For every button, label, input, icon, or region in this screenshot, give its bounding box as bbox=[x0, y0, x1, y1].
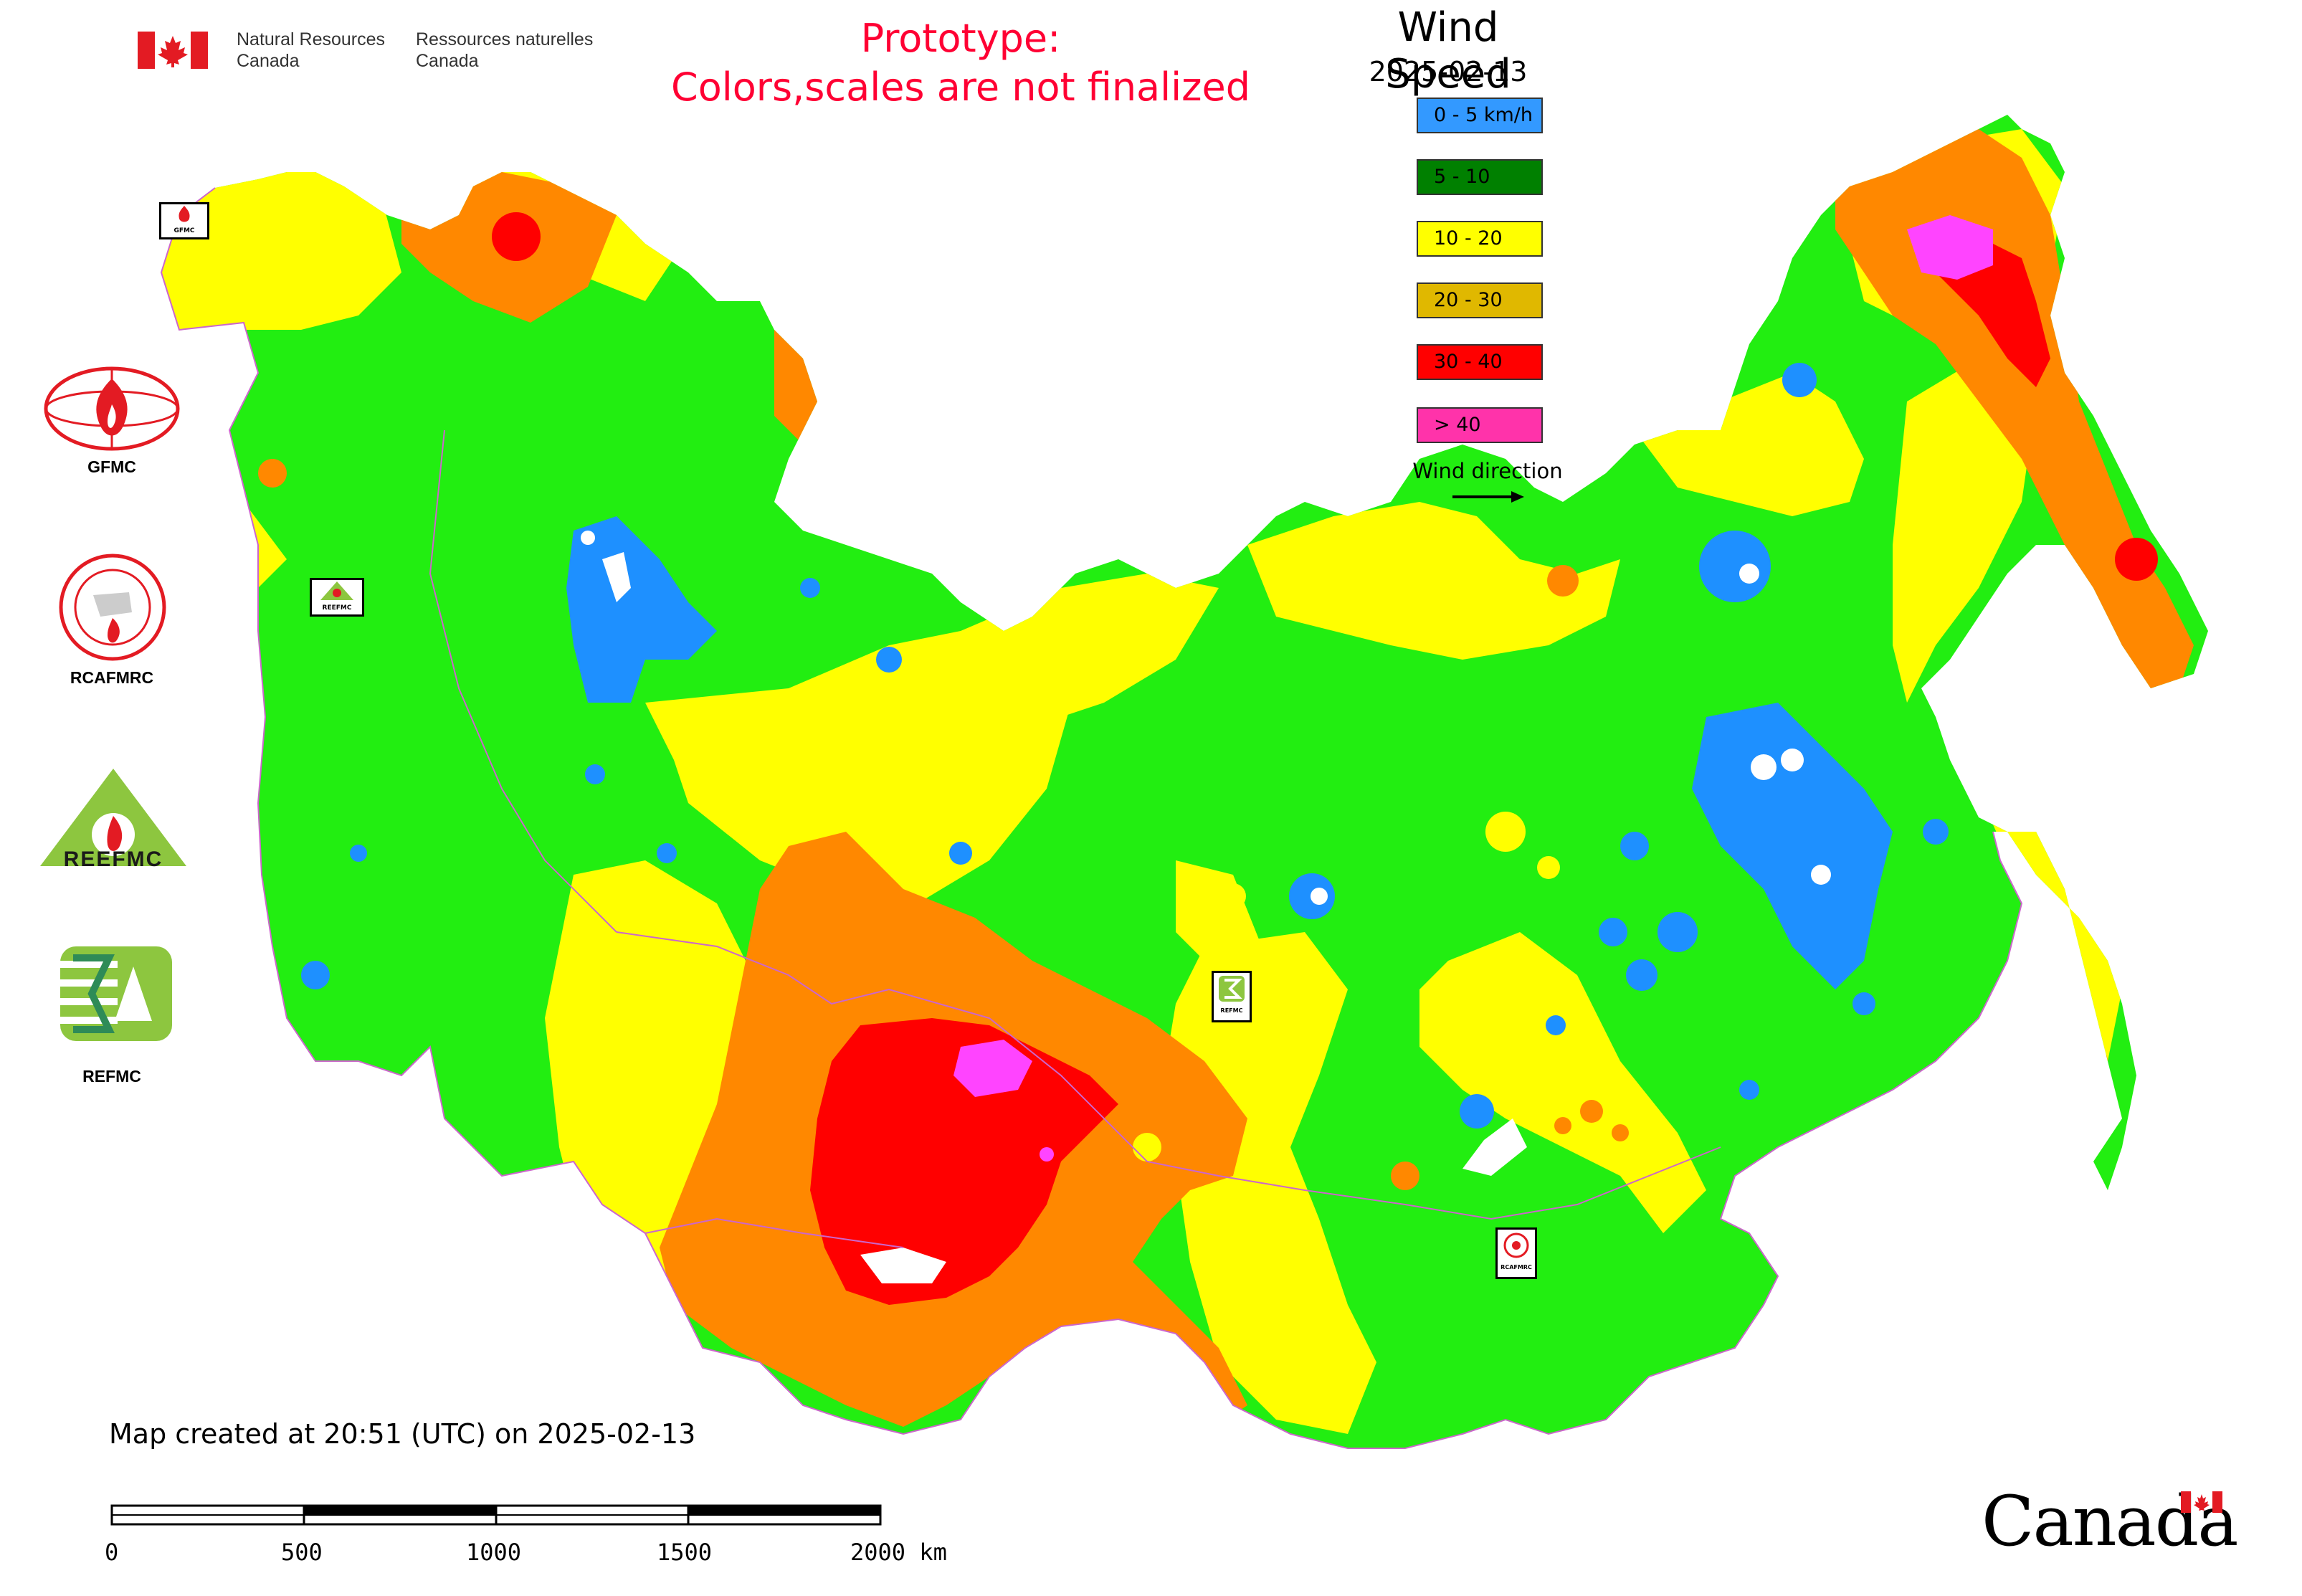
scale-tick-500: 500 bbox=[281, 1539, 323, 1566]
prototype-line1: Prototype: bbox=[860, 16, 1061, 61]
agency-name-fr: Ressources naturelles Canada bbox=[416, 29, 593, 72]
reefmc-logo-text: REEFMC bbox=[63, 847, 163, 871]
agency-en-line2: Canada bbox=[237, 51, 300, 71]
reefmc-logo-label: REEFMC bbox=[42, 847, 185, 872]
legend-swatch-extreme: > 40 bbox=[1417, 407, 1543, 443]
gfmc-marker-icon bbox=[179, 206, 190, 222]
wind-direction-arrow-icon bbox=[1452, 491, 1524, 503]
scale-bar bbox=[110, 1504, 882, 1526]
legend-label: 0 - 5 km/h bbox=[1434, 104, 1533, 126]
map-created-timestamp: Map created at 20:51 (UTC) on 2025-02-13 bbox=[109, 1418, 696, 1450]
legend-label: 10 - 20 bbox=[1434, 227, 1503, 250]
legend-swatch-strong: 20 - 30 bbox=[1417, 282, 1543, 318]
canada-flag-icon bbox=[138, 32, 208, 69]
marker-gfmc[interactable]: GFMC bbox=[159, 202, 209, 239]
legend-label: 30 - 40 bbox=[1434, 351, 1503, 373]
wordmark-flag-icon bbox=[2181, 1491, 2222, 1513]
reefmc-logo-icon bbox=[40, 769, 186, 866]
legend-swatch-light: 5 - 10 bbox=[1417, 159, 1543, 195]
marker-reefmc[interactable]: REEFMC bbox=[310, 578, 364, 617]
scale-tick-0: 0 bbox=[105, 1539, 119, 1566]
legend-label: > 40 bbox=[1434, 414, 1481, 436]
agency-fr-line2: Canada bbox=[416, 51, 479, 71]
rcafmrc-logo-label: RCAFMRC bbox=[70, 668, 154, 687]
refmc-logo-label: REFMC bbox=[82, 1067, 141, 1086]
wind-direction-label: Wind direction bbox=[1412, 459, 1563, 483]
prototype-notice: Prototype: Colors,scales are not finaliz… bbox=[631, 14, 1290, 112]
scale-tick-1500: 1500 bbox=[657, 1539, 713, 1566]
rcafmrc-logo-icon bbox=[59, 554, 166, 661]
legend-date: 2025-02-13 bbox=[1369, 56, 1528, 87]
prototype-line2: Colors,scales are not finalized bbox=[671, 65, 1250, 110]
scale-tick-1000: 1000 bbox=[466, 1539, 522, 1566]
marker-label: REEFMC bbox=[322, 604, 352, 612]
refmc-marker-icon bbox=[1219, 976, 1245, 1002]
gfmc-logo-label: GFMC bbox=[87, 457, 136, 476]
canada-wordmark: Canada bbox=[1982, 1481, 2238, 1562]
marker-refmc[interactable]: REFMC bbox=[1212, 971, 1252, 1022]
scale-tick-2000: 2000 km bbox=[850, 1539, 947, 1566]
agency-en-line1: Natural Resources bbox=[237, 29, 386, 49]
gfmc-logo-icon bbox=[44, 366, 180, 451]
agency-fr-line1: Ressources naturelles bbox=[416, 29, 594, 49]
refmc-logo-icon bbox=[60, 946, 172, 1041]
marker-label: GFMC bbox=[173, 227, 195, 234]
legend-label: 5 - 10 bbox=[1434, 166, 1490, 188]
marker-label: REFMC bbox=[1220, 1007, 1243, 1014]
legend-swatch-very-strong: 30 - 40 bbox=[1417, 344, 1543, 380]
agency-name-en: Natural Resources Canada bbox=[237, 29, 385, 72]
marker-label: RCAFMRC bbox=[1500, 1264, 1532, 1270]
reefmc-marker-icon bbox=[320, 581, 353, 600]
legend-swatch-moderate: 10 - 20 bbox=[1417, 221, 1543, 257]
rcafmrc-marker-icon bbox=[1503, 1232, 1529, 1258]
legend-swatch-calm: 0 - 5 km/h bbox=[1417, 98, 1543, 133]
legend-label: 20 - 30 bbox=[1434, 289, 1503, 311]
legend-title: Wind Speed bbox=[1385, 4, 1511, 98]
marker-rcafmrc[interactable]: RCAFMRC bbox=[1495, 1227, 1537, 1279]
